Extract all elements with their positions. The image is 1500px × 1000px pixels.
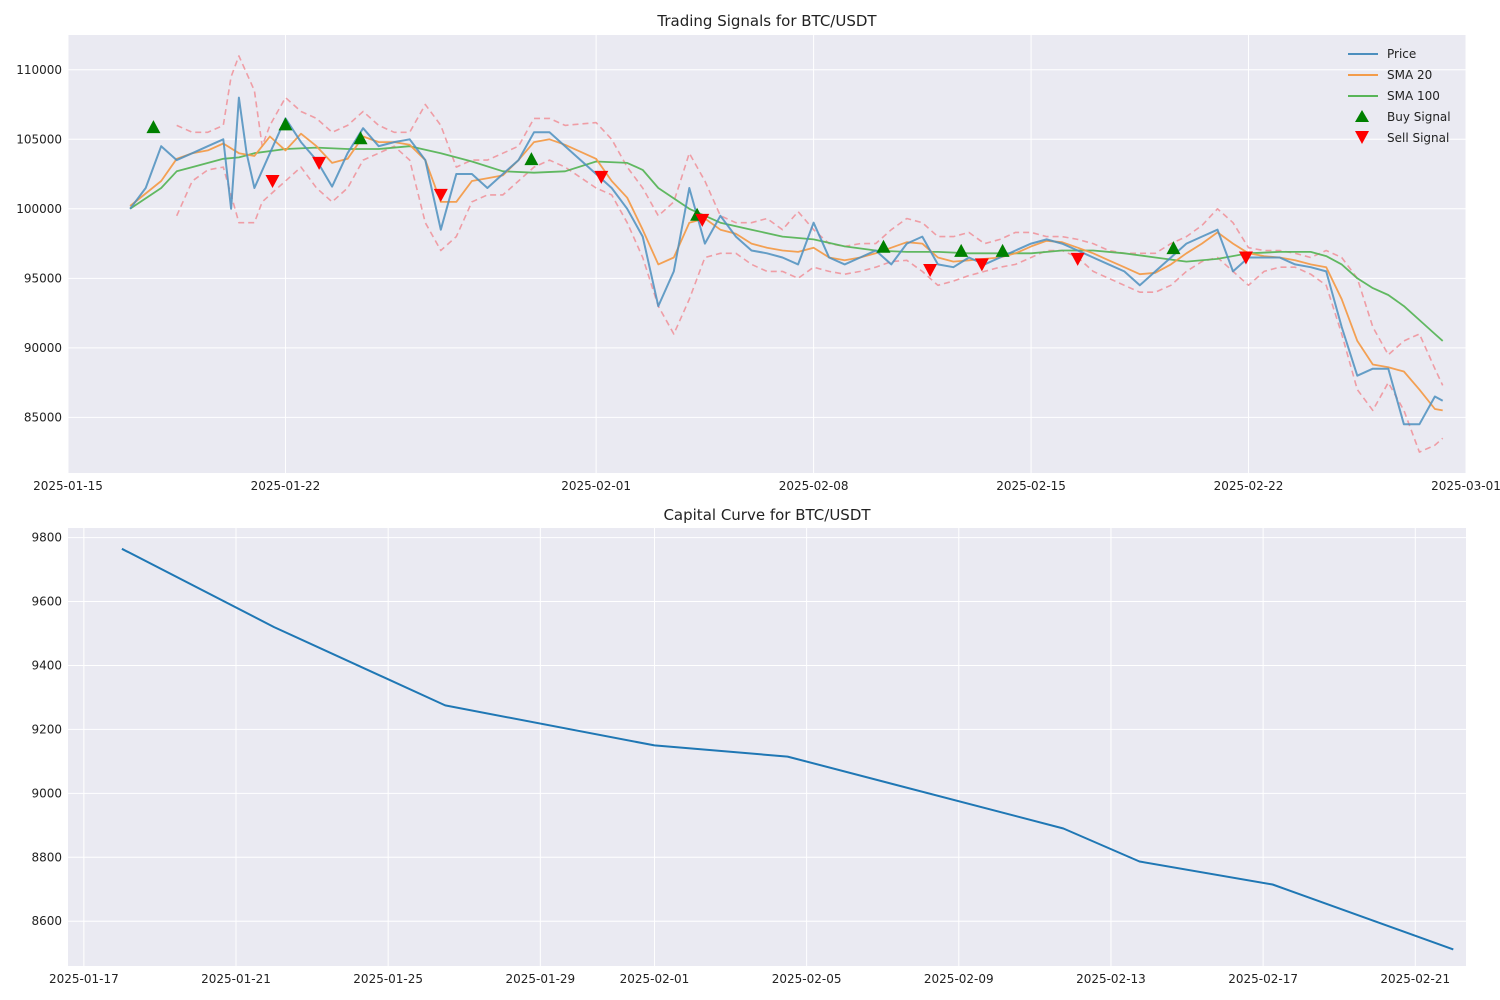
buy-signal-marker [524, 152, 539, 166]
x-tick-label: 2025-01-25 [353, 972, 423, 986]
chart-title: Capital Curve for BTC/USDT [663, 506, 871, 524]
legend-item-buy: Buy Signal [1355, 110, 1451, 124]
y-tick-label: 9400 [31, 658, 62, 672]
y-tick-label: 9800 [31, 531, 62, 545]
price-line [129, 96, 1444, 426]
trading-signals-chart: 2025-01-15 2025-01-22 2025-02-01 2025-02-08… [16, 12, 1500, 493]
upper-band-line [176, 55, 1444, 386]
buy-signal-marker [995, 243, 1010, 257]
y-tick-labels: 85000 90000 95000 100000 105000 110000 [16, 63, 62, 425]
chart-title: Trading Signals for BTC/USDT [656, 12, 877, 30]
legend-label-sell: Sell Signal [1387, 131, 1449, 145]
buy-signal-marker [353, 131, 368, 145]
legend-label-sma100: SMA 100 [1387, 89, 1440, 103]
x-tick-label: 2025-01-22 [251, 479, 321, 493]
x-tick-label: 2025-02-13 [1076, 972, 1146, 986]
plot-area [68, 528, 1466, 966]
sell-signal-marker [1070, 252, 1085, 266]
x-tick-label: 2025-02-01 [620, 972, 690, 986]
sell-signal-marker [265, 175, 280, 188]
buy-signal-marker [146, 120, 161, 134]
legend-label-sma20: SMA 20 [1387, 68, 1432, 82]
legend-label-buy: Buy Signal [1387, 110, 1451, 124]
x-tick-label: 2025-02-21 [1380, 972, 1450, 986]
sell-signal-marker [1238, 251, 1253, 265]
legend-item-price: Price [1348, 47, 1416, 61]
x-tick-label: 2025-01-29 [505, 972, 575, 986]
sell-signal-marker [695, 213, 710, 227]
x-tick-label: 2025-02-08 [779, 479, 849, 493]
x-tick-labels: 2025-01-17 2025-01-21 2025-01-25 2025-01-29… [49, 972, 1450, 986]
y-tick-label: 100000 [16, 202, 62, 216]
capital-line [121, 547, 1454, 951]
sell-signal-marker [974, 258, 989, 272]
buy-signal-marker [1166, 241, 1181, 255]
y-tick-label: 9200 [31, 722, 62, 736]
legend-item-sma20: SMA 20 [1348, 68, 1432, 82]
legend: Price SMA 20 SMA 100 Buy Signal Sell Sig… [1348, 47, 1451, 145]
y-tick-label: 8600 [31, 914, 62, 928]
legend-swatch-sell [1355, 131, 1369, 144]
y-tick-label: 9600 [31, 595, 62, 609]
x-tick-label: 2025-02-01 [561, 479, 631, 493]
sma100-line [129, 145, 1444, 342]
x-tick-label: 2025-01-21 [201, 972, 271, 986]
x-tick-label: 2025-02-15 [996, 479, 1066, 493]
series-layer [129, 55, 1444, 453]
y-tick-label: 8800 [31, 850, 62, 864]
capital-curve-chart: 2025-01-17 2025-01-21 2025-01-25 2025-01-29… [31, 506, 1466, 986]
legend-swatch-buy [1355, 110, 1369, 122]
x-tick-label: 2025-02-22 [1214, 479, 1284, 493]
x-tick-label: 2025-01-15 [33, 479, 103, 493]
lower-band-line [175, 145, 1444, 453]
legend-label-price: Price [1387, 47, 1416, 61]
x-tick-label: 2025-02-09 [924, 972, 994, 986]
x-tick-label: 2025-01-17 [49, 972, 119, 986]
buy-signal-marker [954, 243, 969, 257]
y-tick-label: 95000 [24, 271, 62, 285]
legend-item-sma100: SMA 100 [1348, 89, 1440, 103]
y-tick-label: 85000 [24, 410, 62, 424]
x-tick-label: 2025-02-05 [772, 972, 842, 986]
sell-signal-marker [312, 156, 327, 170]
x-tick-label: 2025-03-01 [1431, 479, 1500, 493]
y-tick-label: 110000 [16, 63, 62, 77]
legend-item-sell: Sell Signal [1355, 131, 1449, 145]
y-tick-label: 90000 [24, 341, 62, 355]
y-tick-label: 9000 [31, 786, 62, 800]
x-tick-label: 2025-02-17 [1228, 972, 1298, 986]
y-tick-label: 105000 [16, 132, 62, 146]
x-tick-labels: 2025-01-15 2025-01-22 2025-02-01 2025-02-08… [33, 479, 1500, 493]
buy-signal-marker [876, 239, 891, 253]
buy-signal-marker [278, 117, 293, 131]
sell-signal-marker [433, 188, 448, 202]
sell-signal-marker [594, 170, 609, 184]
series-layer [121, 547, 1454, 951]
sell-signal-marker [923, 263, 938, 277]
grid [68, 528, 1466, 966]
grid [67, 35, 1467, 473]
y-tick-labels: 8600 8800 9000 9200 9400 9600 9800 [31, 531, 62, 929]
